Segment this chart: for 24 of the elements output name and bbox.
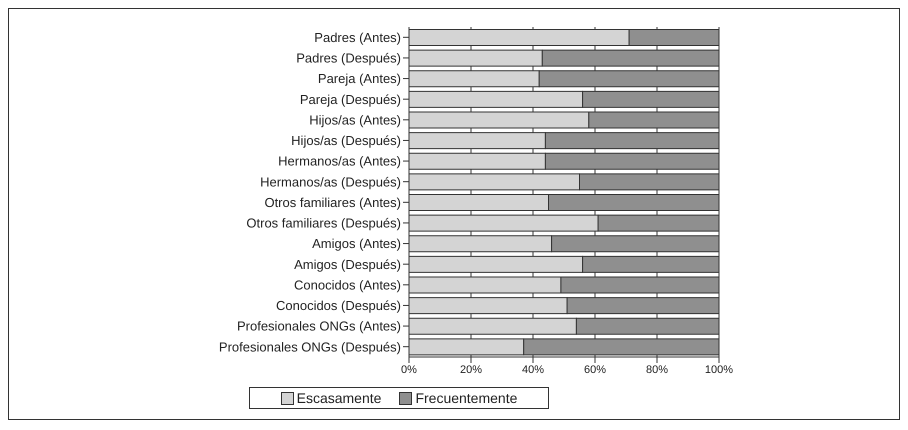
y-tick-label: Profesionales ONGs (Antes): [236, 318, 401, 334]
legend-label: Frecuentemente: [415, 390, 518, 406]
y-tick-label: Conocidos (Después): [276, 298, 401, 314]
x-tick-label: 60%: [584, 364, 606, 376]
y-tick-label: Otros familiares (Antes): [264, 194, 401, 210]
y-tick-label: Pareja (Antes): [318, 71, 401, 86]
x-tick-label: 20%: [460, 364, 482, 376]
legend-label: Escasamente: [296, 390, 382, 406]
y-tick-label: Amigos (Antes): [312, 236, 401, 252]
x-tick-label: 40%: [522, 364, 544, 376]
y-tick-label: Hijos/as (Antes): [309, 112, 401, 128]
y-tick-label: Hermanos/as (Antes): [278, 154, 401, 169]
x-tick-label: 100%: [704, 364, 734, 376]
y-tick-label: Padres (Después): [296, 50, 401, 66]
x-tick-label: 0%: [401, 364, 418, 376]
y-tick-label: Otros familiares (Después): [246, 216, 401, 231]
y-tick-label: Profesionales ONGs (Después): [218, 339, 401, 354]
y-tick-label: Pareja (Después): [300, 92, 401, 107]
y-tick-label: Conocidos (Antes): [294, 277, 401, 292]
y-tick-label: Amigos (Después): [294, 256, 401, 272]
y-tick-label: Hermanos/as (Después): [260, 174, 401, 190]
x-tick-label: 80%: [646, 364, 668, 376]
y-tick-label: Padres (Antes): [314, 30, 401, 45]
y-tick-label: Hijos/as (Después): [291, 133, 401, 148]
